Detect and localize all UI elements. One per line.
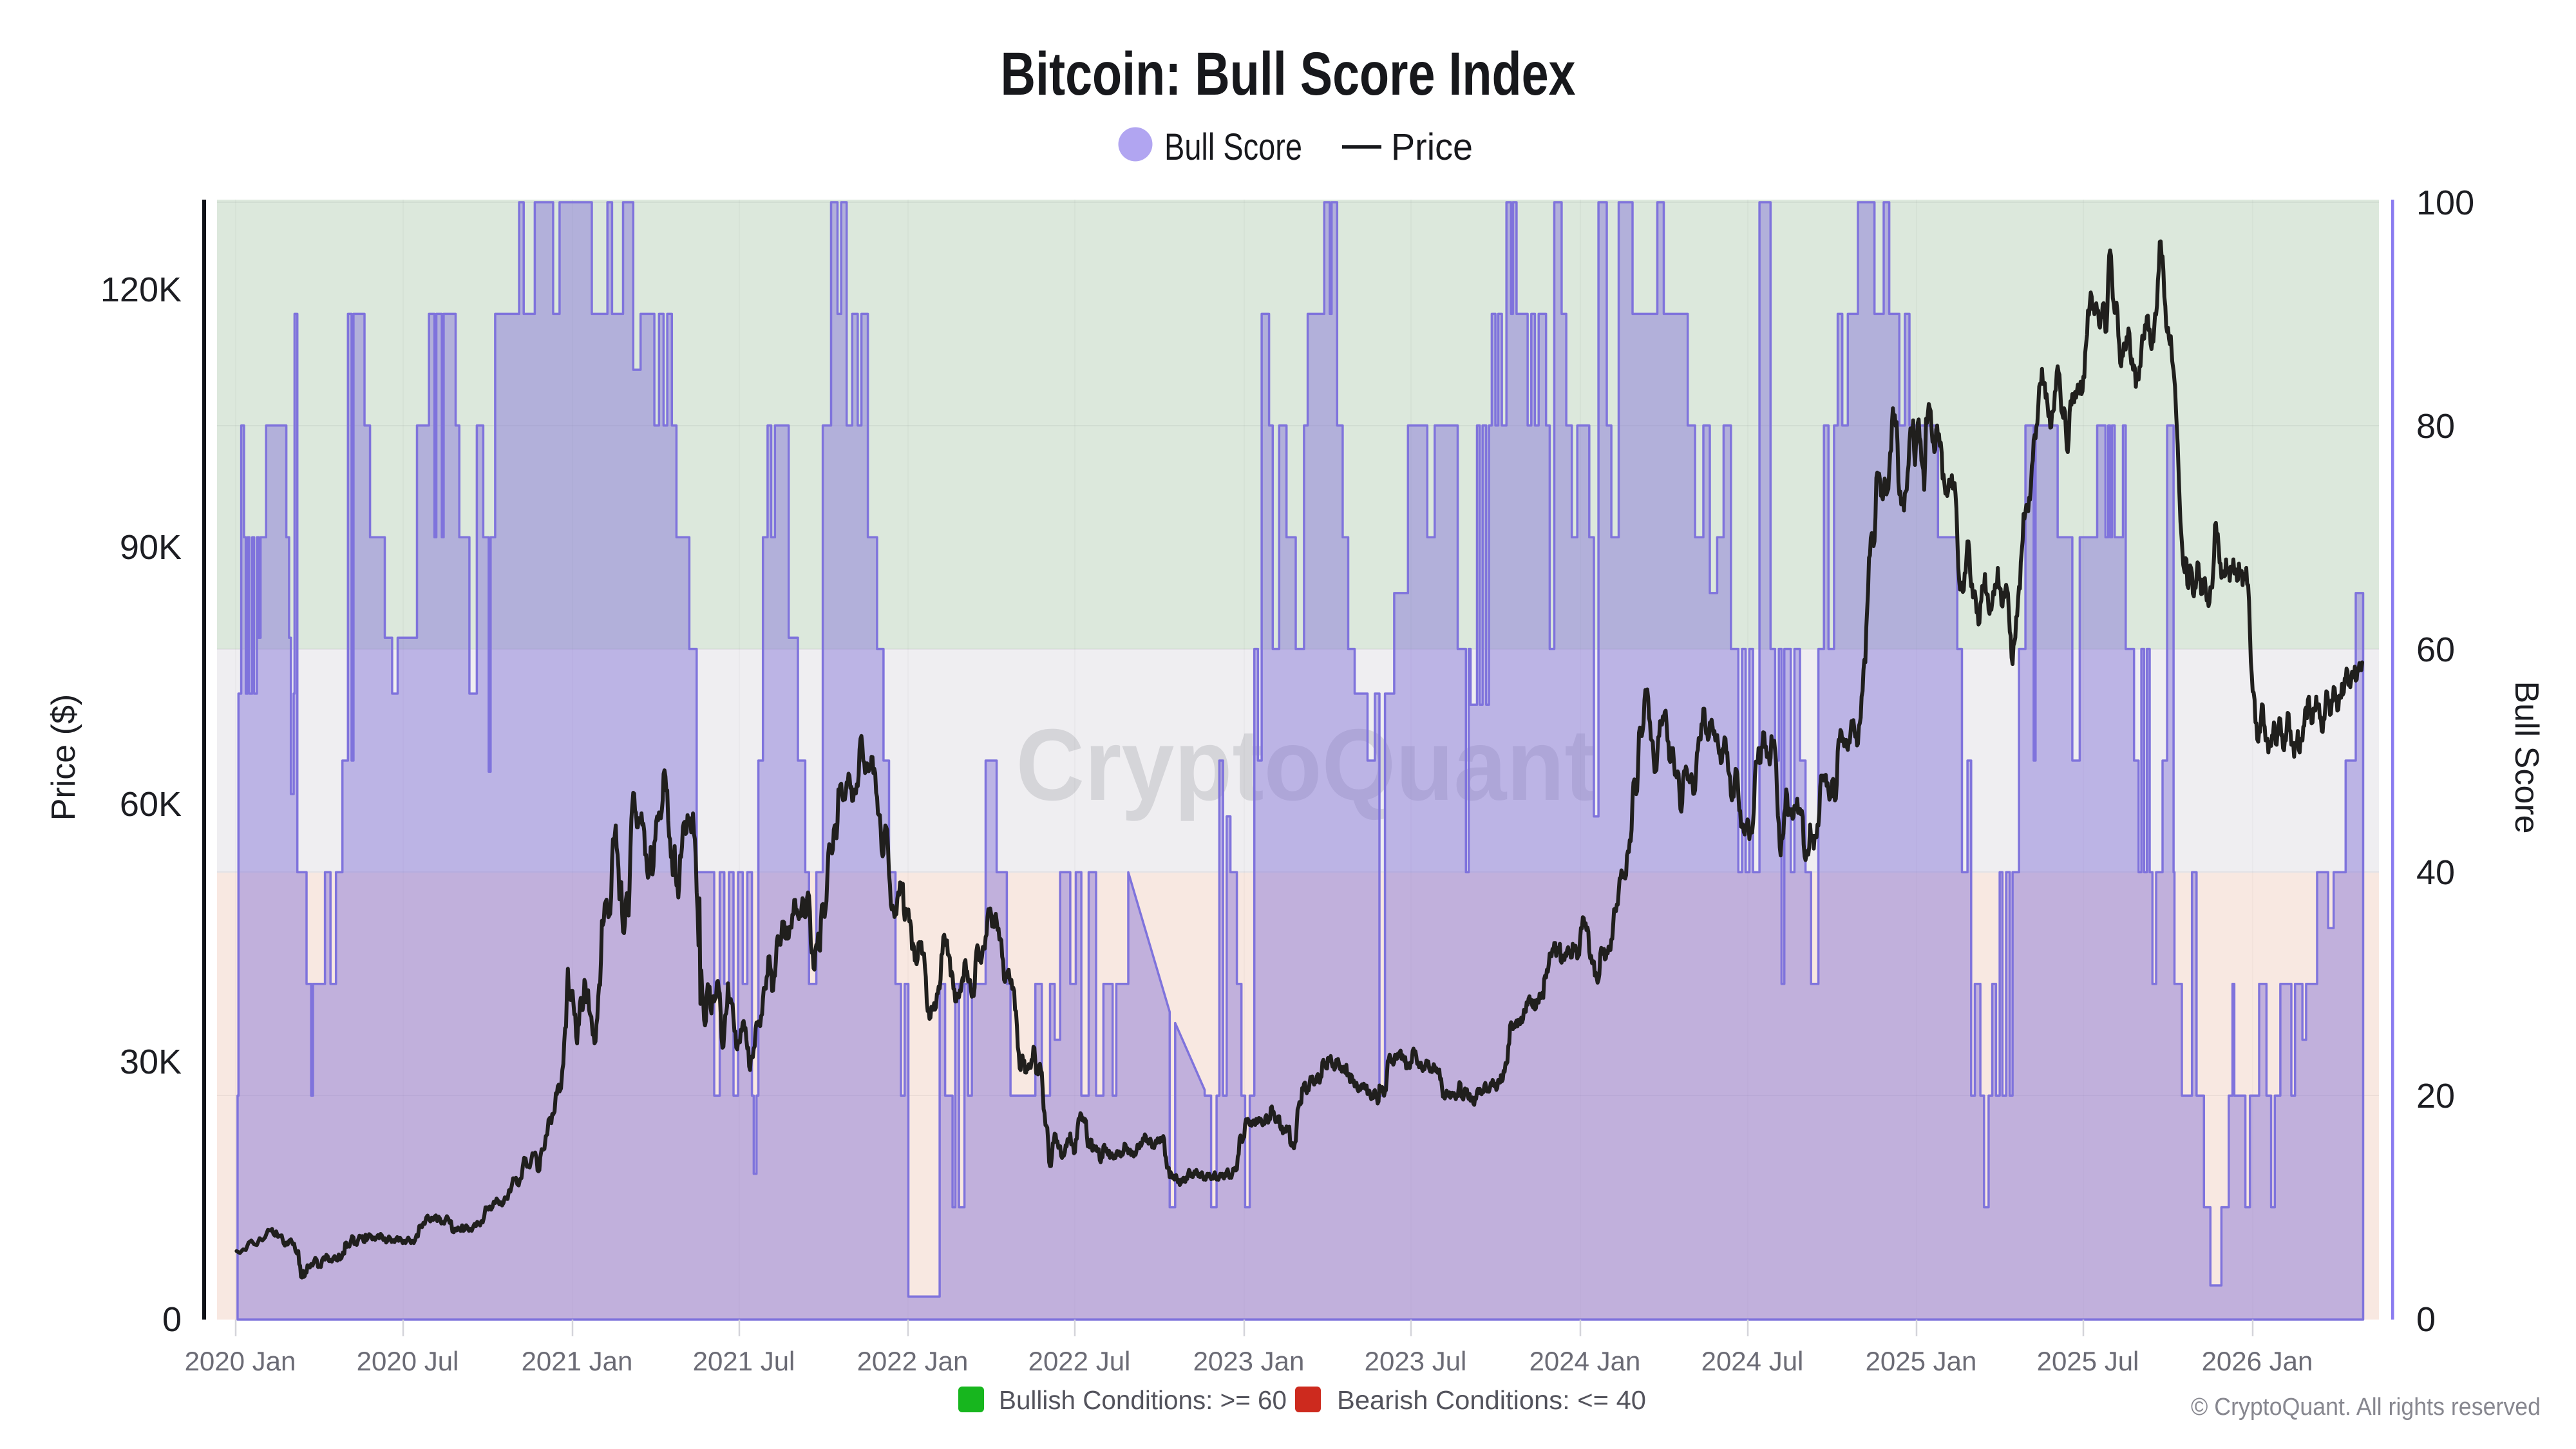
- svg-text:© CryptoQuant. All rights rese: © CryptoQuant. All rights reserved: [2191, 1394, 2541, 1421]
- svg-text:CryptoQuant: CryptoQuant: [1016, 708, 1596, 822]
- svg-text:60: 60: [2416, 630, 2455, 669]
- svg-text:2020 Jan: 2020 Jan: [185, 1346, 296, 1376]
- svg-text:2021 Jan: 2021 Jan: [522, 1346, 633, 1376]
- svg-text:90K: 90K: [120, 528, 182, 567]
- svg-text:Price ($): Price ($): [45, 694, 82, 820]
- svg-text:Bull Score: Bull Score: [1164, 126, 1302, 168]
- svg-text:0: 0: [2416, 1300, 2436, 1339]
- svg-text:2025 Jul: 2025 Jul: [2037, 1346, 2139, 1376]
- svg-text:2020 Jul: 2020 Jul: [357, 1346, 459, 1376]
- svg-text:100: 100: [2416, 184, 2474, 222]
- svg-text:2024 Jan: 2024 Jan: [1530, 1346, 1641, 1376]
- svg-text:60K: 60K: [120, 785, 182, 824]
- svg-text:30K: 30K: [120, 1043, 182, 1081]
- svg-text:2023 Jan: 2023 Jan: [1193, 1346, 1305, 1376]
- svg-text:20: 20: [2416, 1077, 2455, 1115]
- svg-text:Bearish Conditions: <= 40: Bearish Conditions: <= 40: [1337, 1385, 1646, 1415]
- svg-text:2023 Jul: 2023 Jul: [1365, 1346, 1467, 1376]
- svg-text:Bull Score: Bull Score: [2508, 681, 2545, 834]
- svg-text:0: 0: [162, 1300, 182, 1339]
- svg-text:2024 Jul: 2024 Jul: [1701, 1346, 1804, 1376]
- svg-text:120K: 120K: [100, 270, 182, 309]
- svg-text:Bullish Conditions: >= 60: Bullish Conditions: >= 60: [999, 1385, 1287, 1415]
- svg-text:2022 Jan: 2022 Jan: [857, 1346, 969, 1376]
- svg-text:Price: Price: [1391, 126, 1473, 168]
- svg-text:40: 40: [2416, 853, 2455, 892]
- svg-text:Bitcoin: Bull Score Index: Bitcoin: Bull Score Index: [1001, 40, 1576, 108]
- svg-text:80: 80: [2416, 407, 2455, 446]
- svg-text:2026 Jan: 2026 Jan: [2202, 1346, 2313, 1376]
- svg-text:2025 Jan: 2025 Jan: [1866, 1346, 1977, 1376]
- svg-text:2022 Jul: 2022 Jul: [1028, 1346, 1131, 1376]
- svg-text:2021 Jul: 2021 Jul: [693, 1346, 795, 1376]
